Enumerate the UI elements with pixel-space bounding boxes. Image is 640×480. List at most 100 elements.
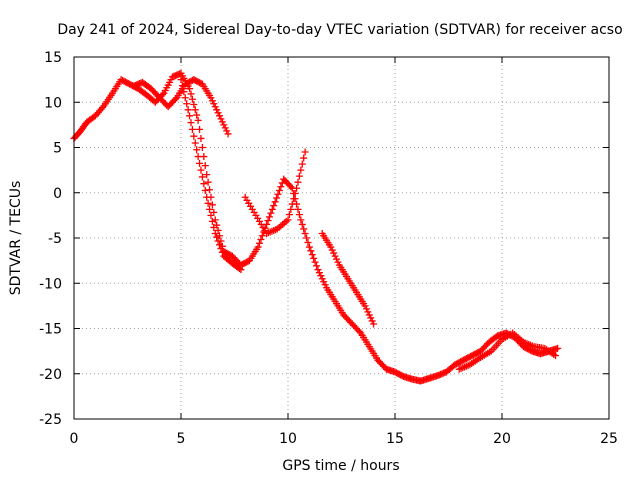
data-point-fill xyxy=(355,328,363,336)
data-point-fill xyxy=(193,146,201,154)
grid-lines xyxy=(74,57,609,419)
data-point-fill xyxy=(270,202,278,210)
data-point-fill xyxy=(187,90,195,98)
data-point xyxy=(370,320,378,328)
data-point-fill xyxy=(274,190,282,198)
data-point-fill xyxy=(257,236,265,244)
data-point xyxy=(254,243,262,251)
data-point-fill xyxy=(328,246,336,254)
data-point-fill xyxy=(191,106,199,114)
data-point-fill xyxy=(287,205,295,213)
data-point xyxy=(297,216,305,224)
data-point xyxy=(194,116,202,124)
data-point-fill xyxy=(196,159,204,167)
data-point-fill xyxy=(201,186,209,194)
x-tick-label: 0 xyxy=(70,431,79,447)
data-point-fill xyxy=(301,229,309,237)
data-point-fill xyxy=(198,144,206,151)
data-point xyxy=(305,243,313,251)
data-point-fill xyxy=(207,211,215,219)
data-point-fill xyxy=(208,217,216,225)
data-point-fill xyxy=(191,139,199,147)
y-tick-label: -10 xyxy=(39,276,62,292)
x-axis-label: GPS time / hours xyxy=(282,458,399,474)
data-point-fill xyxy=(213,106,221,114)
data-point-fill xyxy=(288,200,296,208)
data-point-fill xyxy=(171,95,179,103)
data-point xyxy=(554,344,562,352)
y-tick-label: -5 xyxy=(48,231,62,247)
y-tick-label: -15 xyxy=(39,322,62,338)
data-point-fill xyxy=(187,119,195,127)
data-point-fill xyxy=(188,95,196,103)
x-tick-label: 20 xyxy=(493,431,511,447)
data-point-fill xyxy=(310,254,318,262)
data-point-fill xyxy=(308,251,316,259)
data-point-fill xyxy=(213,233,221,241)
data-point-fill xyxy=(210,223,218,231)
data-point-fill xyxy=(298,220,306,228)
data-point-fill xyxy=(303,234,311,242)
data-point-fill xyxy=(206,186,214,194)
data-point xyxy=(293,184,301,192)
data-point-fill xyxy=(99,104,107,112)
data-point-fill xyxy=(206,205,214,213)
data-point-fill xyxy=(294,178,302,186)
data-point-fill xyxy=(318,275,326,283)
data-point-fill xyxy=(368,317,376,325)
data-point-fill xyxy=(277,183,285,191)
data-point-fill xyxy=(221,124,229,132)
data-point-fill xyxy=(190,132,198,140)
data-point xyxy=(284,216,292,224)
y-tick-label: -20 xyxy=(39,367,62,383)
data-point-fill xyxy=(275,186,283,194)
data-point-fill xyxy=(198,173,206,181)
data-point xyxy=(271,198,279,206)
data-point-fill xyxy=(331,252,339,260)
data-point-fill xyxy=(313,262,321,270)
data-point-fill xyxy=(180,88,188,96)
data-point-fill xyxy=(304,239,312,247)
data-point-fill xyxy=(217,245,225,253)
data-point-fill xyxy=(295,172,303,180)
chart-title: Day 241 of 2024, Sidereal Day-to-day VTE… xyxy=(57,22,622,38)
data-point-fill xyxy=(268,205,276,213)
data-point-fill xyxy=(267,209,275,217)
data-point-fill xyxy=(178,82,186,90)
data-point-fill xyxy=(255,239,263,247)
data-point-fill xyxy=(183,100,191,108)
data-point xyxy=(224,130,232,138)
data-point xyxy=(216,112,224,120)
data-point-fill xyxy=(334,258,342,266)
data-point-fill xyxy=(290,195,298,203)
data-point xyxy=(314,266,322,274)
data-point-fill xyxy=(188,125,196,133)
data-point-fill xyxy=(214,109,222,117)
data-point-fill xyxy=(362,305,370,313)
y-axis-label: SDTVAR / TECUs xyxy=(8,181,24,296)
data-point xyxy=(203,193,211,201)
data-point-fill xyxy=(181,94,189,102)
data-point-fill xyxy=(285,211,293,219)
data-point xyxy=(552,352,559,360)
x-tick-label: 10 xyxy=(279,431,297,447)
data-point-fill xyxy=(317,272,325,280)
data-point-fill xyxy=(320,278,328,286)
data-point-fill xyxy=(264,217,272,225)
axis-ticks: 0 5 10 15 20 25 15 10 5 0 -5 -10 -15 -20 -25 xyxy=(39,50,618,447)
data-point xyxy=(177,76,185,84)
y-tick-label: -25 xyxy=(39,412,62,428)
data-point-fill xyxy=(333,255,341,263)
data-point xyxy=(211,229,219,237)
data-point-fill xyxy=(330,249,338,257)
data-point-fill xyxy=(291,190,299,198)
data-point xyxy=(361,302,369,310)
data-point-fill xyxy=(364,308,372,316)
data-point-fill xyxy=(287,183,295,191)
data-point-fill xyxy=(217,115,225,123)
data-point-fill xyxy=(258,232,266,240)
data-point-fill xyxy=(218,118,226,126)
data-point xyxy=(207,94,215,102)
y-tick-label: 10 xyxy=(44,95,62,111)
data-point-fill xyxy=(321,281,329,289)
